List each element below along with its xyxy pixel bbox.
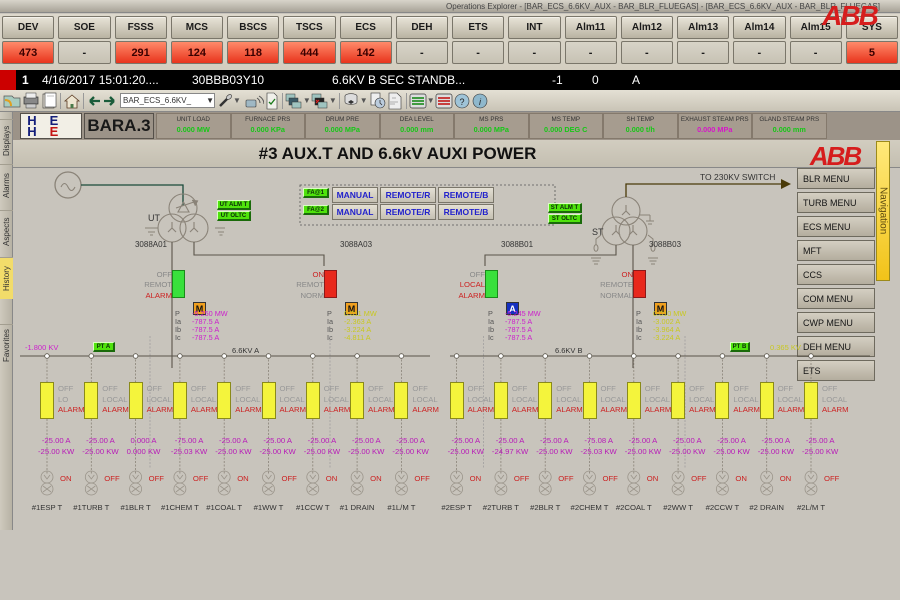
svg-text:?: ? [459,97,464,107]
svg-text:E: E [50,124,59,136]
svg-text:H: H [27,124,36,136]
